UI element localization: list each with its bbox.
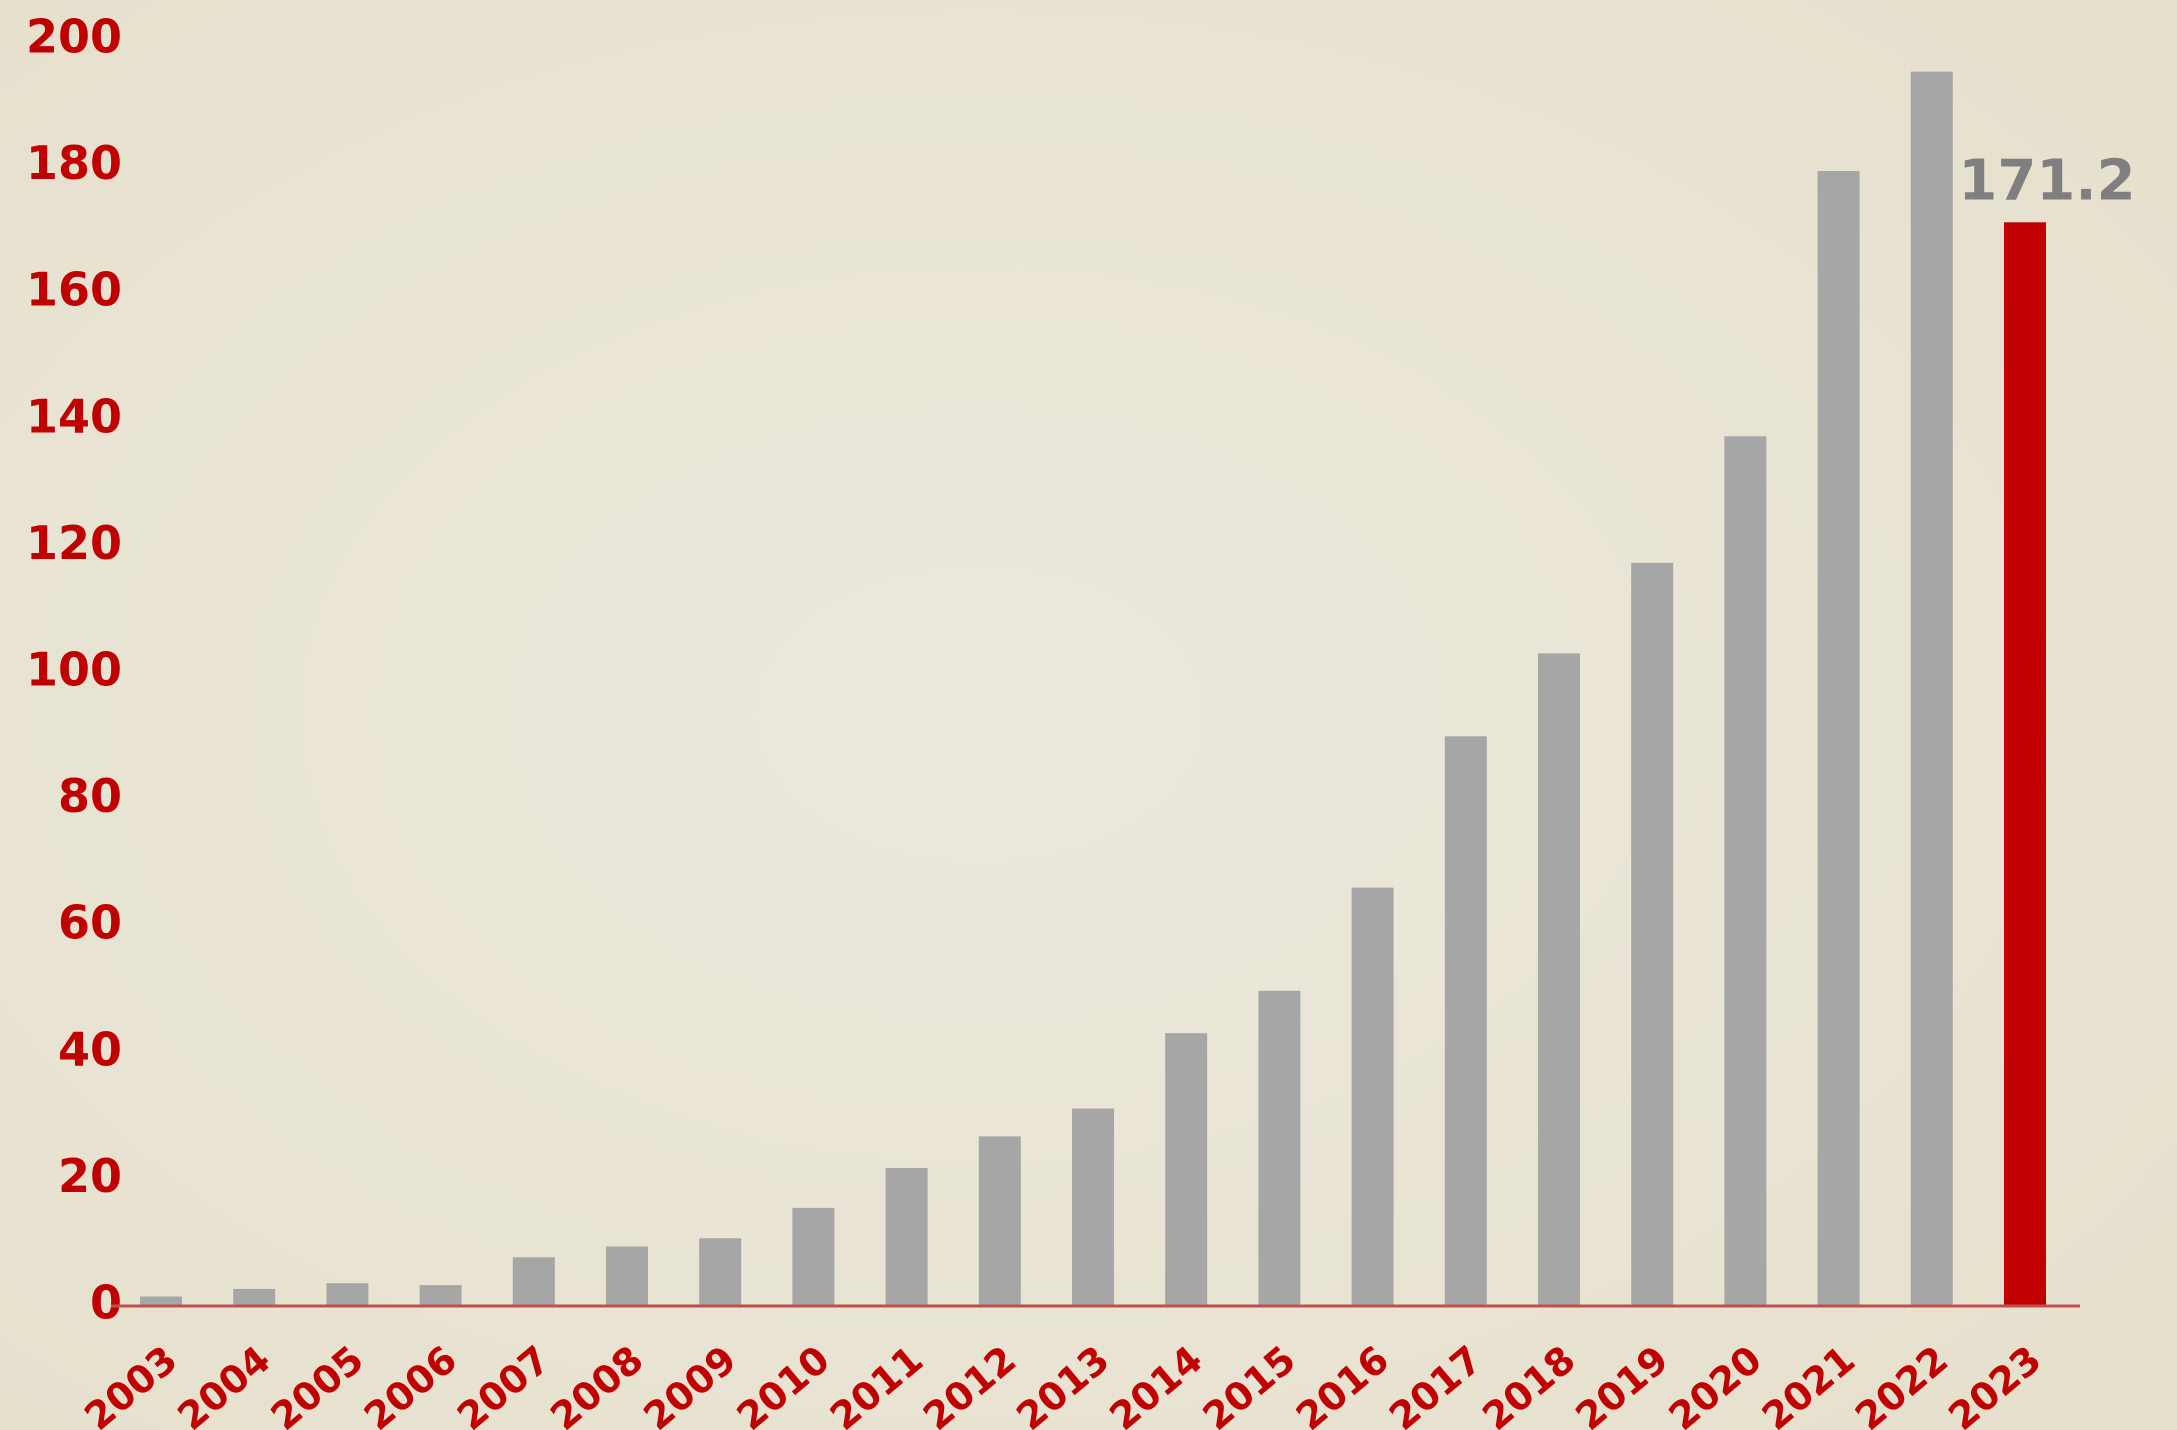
bar [1444, 736, 1487, 1306]
bar [2004, 222, 2046, 1307]
y-tick-label: 0 [90, 1276, 122, 1330]
bar [1538, 653, 1580, 1306]
data-label: 171.2 [1958, 148, 2135, 213]
bar [326, 1283, 369, 1306]
y-tick-label: 160 [26, 263, 122, 317]
bar [1631, 562, 1674, 1306]
y-tick-label: 200 [26, 10, 122, 64]
bar [978, 1136, 1021, 1306]
bar [699, 1238, 742, 1306]
bar [606, 1246, 648, 1306]
bar [1817, 171, 1860, 1306]
bar [1258, 990, 1301, 1306]
bar [1910, 71, 1953, 1306]
bar [419, 1285, 462, 1306]
bar [885, 1168, 928, 1306]
bar [140, 1296, 182, 1306]
bar [792, 1207, 835, 1306]
y-tick-label: 60 [58, 896, 122, 950]
y-tick-label: 140 [26, 389, 122, 443]
y-tick-label: 180 [26, 136, 122, 190]
y-tick-label: 80 [58, 769, 122, 823]
bar [1072, 1108, 1114, 1306]
y-tick-label: 40 [58, 1022, 122, 1076]
bar [1351, 887, 1394, 1306]
bar [1724, 436, 1767, 1306]
y-tick-label: 20 [58, 1149, 122, 1203]
y-tick-label: 120 [26, 516, 122, 570]
y-tick-label: 100 [26, 643, 122, 697]
bar [1165, 1033, 1208, 1306]
bar [233, 1288, 276, 1306]
bar [512, 1257, 555, 1306]
